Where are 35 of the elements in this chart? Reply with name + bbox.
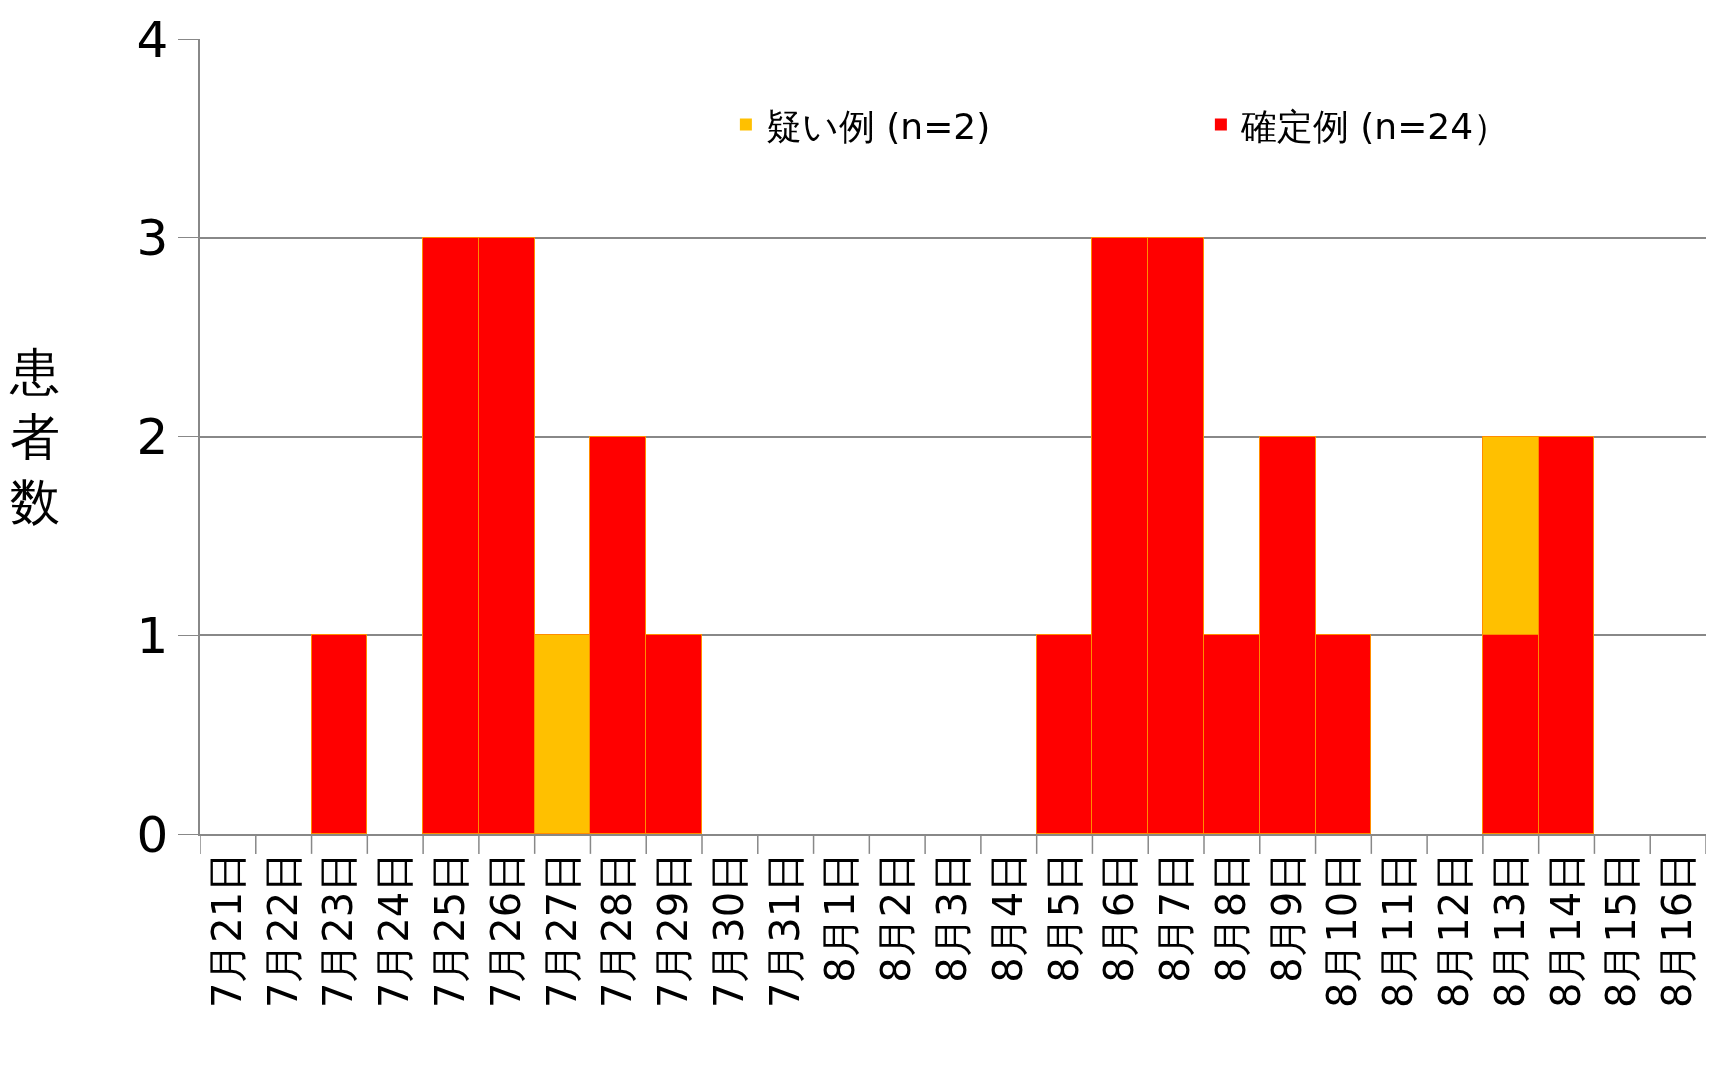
x-tick-label: 8月15日 <box>1598 851 1645 1009</box>
x-tick-label: 8月6日 <box>1096 851 1143 983</box>
x-tick-label: 8月10日 <box>1319 851 1366 1009</box>
y-tick-label: 1 <box>136 606 169 665</box>
x-tick-label: 7月31日 <box>761 851 808 1009</box>
x-tick-label: 8月7日 <box>1152 851 1199 983</box>
x-tick-label: 7月21日 <box>203 851 250 1009</box>
x-tick-label: 8月16日 <box>1654 851 1701 1009</box>
x-tick-label: 8月2日 <box>873 851 920 983</box>
y-tick-label: 3 <box>136 209 169 268</box>
x-tick-label: 7月22日 <box>259 851 306 1009</box>
legend-label: 疑い例 (n=2) <box>765 105 991 147</box>
x-tick-label: 8月8日 <box>1207 851 1254 983</box>
x-tick-label: 7月26日 <box>482 851 529 1009</box>
y-tick-label: 4 <box>136 10 169 69</box>
x-tick-label: 7月25日 <box>427 851 473 1009</box>
x-tick-label: 7月23日 <box>315 851 362 1009</box>
x-tick-label: 8月3日 <box>929 851 975 983</box>
x-tick-label: 7月24日 <box>371 851 418 1009</box>
legend-label: 確定例 (n=24） <box>1239 105 1510 147</box>
x-tick-label: 8月14日 <box>1542 851 1589 1009</box>
x-tick-label: 8月11日 <box>1375 851 1422 1009</box>
x-tick-label: 8月1日 <box>817 851 864 983</box>
x-tick-label: 7月28日 <box>594 851 641 1009</box>
y-axis-title: 患者数 <box>9 343 60 531</box>
x-tick-label: 8月13日 <box>1486 851 1533 1009</box>
y-tick-label: 0 <box>136 805 169 864</box>
x-tick-label: 7月27日 <box>538 851 585 1009</box>
x-tick-label: 7月30日 <box>705 851 752 1009</box>
x-tick-label: 8月12日 <box>1431 851 1477 1009</box>
x-tick-label: 8月5日 <box>1040 851 1087 983</box>
x-tick-label: 8月9日 <box>1263 851 1310 983</box>
x-tick-label: 8月4日 <box>984 851 1031 983</box>
y-tick-label: 2 <box>136 408 169 466</box>
x-tick-label: 7月29日 <box>650 851 697 1009</box>
